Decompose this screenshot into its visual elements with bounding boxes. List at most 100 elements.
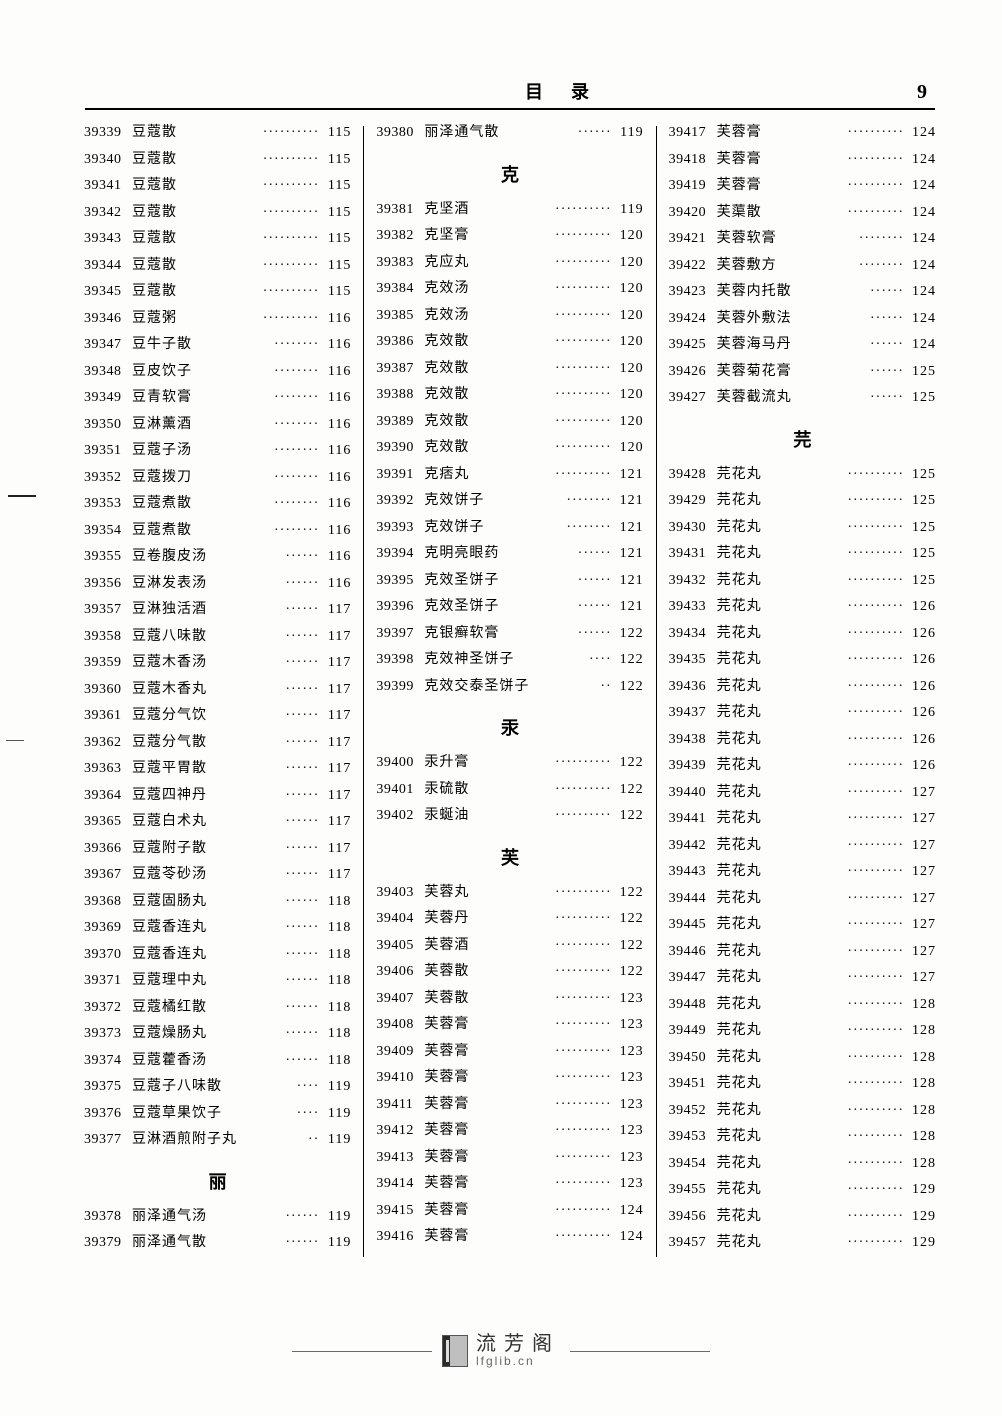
entry-id: 39389 — [376, 409, 424, 436]
entry-name: 芫花丸 — [717, 992, 762, 1019]
toc-entry: 39345豆蔻散 ·········· 115 — [84, 279, 351, 306]
toc-entry: 39412芙蓉膏 ·········· 123 — [376, 1118, 643, 1145]
entry-dots: ········ — [192, 465, 321, 492]
toc-entry: 39451芫花丸 ·········· 128 — [669, 1071, 936, 1098]
entry-id: 39408 — [376, 1012, 424, 1039]
entry-id: 39339 — [84, 120, 132, 147]
entry-page: 115 — [321, 253, 351, 280]
entry-page: 124 — [906, 200, 936, 227]
toc-entry: 39388克效散 ·········· 120 — [376, 382, 643, 409]
toc-entry: 39445芫花丸 ·········· 127 — [669, 912, 936, 939]
entry-page: 123 — [614, 1012, 644, 1039]
entry-id: 39423 — [669, 279, 717, 306]
toc-entry: 39420芙蕖散 ·········· 124 — [669, 200, 936, 227]
entry-page: 118 — [321, 968, 351, 995]
entry-dots: ·········· — [762, 674, 906, 701]
toc-entry: 39374豆蔻藿香汤 ······ 118 — [84, 1048, 351, 1075]
entry-id: 39435 — [669, 647, 717, 674]
entry-id: 39453 — [669, 1124, 717, 1151]
entry-id: 39417 — [669, 120, 717, 147]
entry-name: 汞升膏 — [424, 750, 469, 777]
entry-id: 39353 — [84, 491, 132, 518]
entry-dots: ······ — [792, 332, 906, 359]
entry-page: 125 — [906, 359, 936, 386]
entry-page: 116 — [321, 332, 351, 359]
entry-id: 39407 — [376, 986, 424, 1013]
toc-entry: 39383克应丸 ·········· 120 — [376, 250, 643, 277]
toc-entry: 39456芫花丸 ·········· 129 — [669, 1204, 936, 1231]
entry-id: 39362 — [84, 730, 132, 757]
entry-dots: ·········· — [762, 806, 906, 833]
entry-name: 豆蔻苓砂汤 — [132, 862, 207, 889]
entry-page: 115 — [321, 279, 351, 306]
entry-page: 123 — [614, 986, 644, 1013]
entry-page: 116 — [321, 385, 351, 412]
entry-id: 39379 — [84, 1230, 132, 1257]
entry-page: 119 — [321, 1127, 351, 1154]
toc-entry: 39409芙蓉膏 ·········· 123 — [376, 1039, 643, 1066]
entry-name: 克效神圣饼子 — [424, 647, 514, 674]
toc-entry: 39442芫花丸 ·········· 127 — [669, 833, 936, 860]
entry-page: 125 — [906, 385, 936, 412]
entry-page: 124 — [906, 120, 936, 147]
entry-id: 39383 — [376, 250, 424, 277]
toc-entry: 39391克痞丸 ·········· 121 — [376, 462, 643, 489]
entry-page: 116 — [321, 571, 351, 598]
entry-id: 39420 — [669, 200, 717, 227]
entry-name: 芙蓉膏 — [424, 1198, 469, 1225]
entry-name: 芫花丸 — [717, 700, 762, 727]
toc-entry: 39378丽泽通气汤 ······ 119 — [84, 1204, 351, 1231]
entry-id: 39440 — [669, 780, 717, 807]
entry-id: 39436 — [669, 674, 717, 701]
entry-name: 芫花丸 — [717, 647, 762, 674]
toc-entry: 39402汞蜒油 ·········· 122 — [376, 803, 643, 830]
entry-dots: ·········· — [762, 120, 906, 147]
entry-name: 豆蔻平胃散 — [132, 756, 207, 783]
entry-page: 124 — [906, 226, 936, 253]
entry-id: 39391 — [376, 462, 424, 489]
entry-page: 122 — [614, 674, 644, 701]
entry-dots: ·········· — [762, 886, 906, 913]
entry-page: 119 — [321, 1101, 351, 1128]
toc-entry: 39357豆淋独活酒 ······ 117 — [84, 597, 351, 624]
entry-name: 芙蓉散 — [424, 986, 469, 1013]
entry-id: 39441 — [669, 806, 717, 833]
entry-page: 117 — [321, 650, 351, 677]
entry-name: 汞蜒油 — [424, 803, 469, 830]
entry-id: 39344 — [84, 253, 132, 280]
entry-page: 117 — [321, 597, 351, 624]
toc-entry: 39390克效散 ·········· 120 — [376, 435, 643, 462]
entry-page: 122 — [614, 750, 644, 777]
entry-name: 豆牛子散 — [132, 332, 192, 359]
entry-dots: ···· — [222, 1074, 321, 1101]
entry-id: 39410 — [376, 1065, 424, 1092]
entry-dots: ······ — [207, 942, 321, 969]
toc-entry: 39443芫花丸 ·········· 127 — [669, 859, 936, 886]
book-icon — [442, 1335, 468, 1367]
entry-dots: ······ — [207, 862, 321, 889]
toc-entry: 39440芫花丸 ·········· 127 — [669, 780, 936, 807]
entry-page: 118 — [321, 942, 351, 969]
entry-dots: ········ — [484, 515, 613, 542]
entry-name: 豆蔻散 — [132, 226, 177, 253]
footer-logo-box: 流芳阁 lfglib.cn — [442, 1334, 560, 1368]
entry-name: 芫花丸 — [717, 568, 762, 595]
entry-dots: ······ — [207, 783, 321, 810]
entry-page: 116 — [321, 518, 351, 545]
entry-dots: ·········· — [469, 1118, 613, 1145]
entry-page: 126 — [906, 621, 936, 648]
entry-name: 芙蓉膏 — [717, 120, 762, 147]
toc-entry: 39360豆蔻木香丸 ······ 117 — [84, 677, 351, 704]
toc-entry: 39384克效汤 ·········· 120 — [376, 276, 643, 303]
entry-page: 122 — [614, 880, 644, 907]
entry-id: 39354 — [84, 518, 132, 545]
entry-id: 39445 — [669, 912, 717, 939]
entry-id: 39343 — [84, 226, 132, 253]
entry-id: 39357 — [84, 597, 132, 624]
entry-id: 39396 — [376, 594, 424, 621]
entry-page: 123 — [614, 1065, 644, 1092]
entry-dots: ········ — [192, 359, 321, 386]
entry-page: 127 — [906, 833, 936, 860]
entry-id: 39386 — [376, 329, 424, 356]
toc-entry: 39364豆蔻四神丹 ······ 117 — [84, 783, 351, 810]
